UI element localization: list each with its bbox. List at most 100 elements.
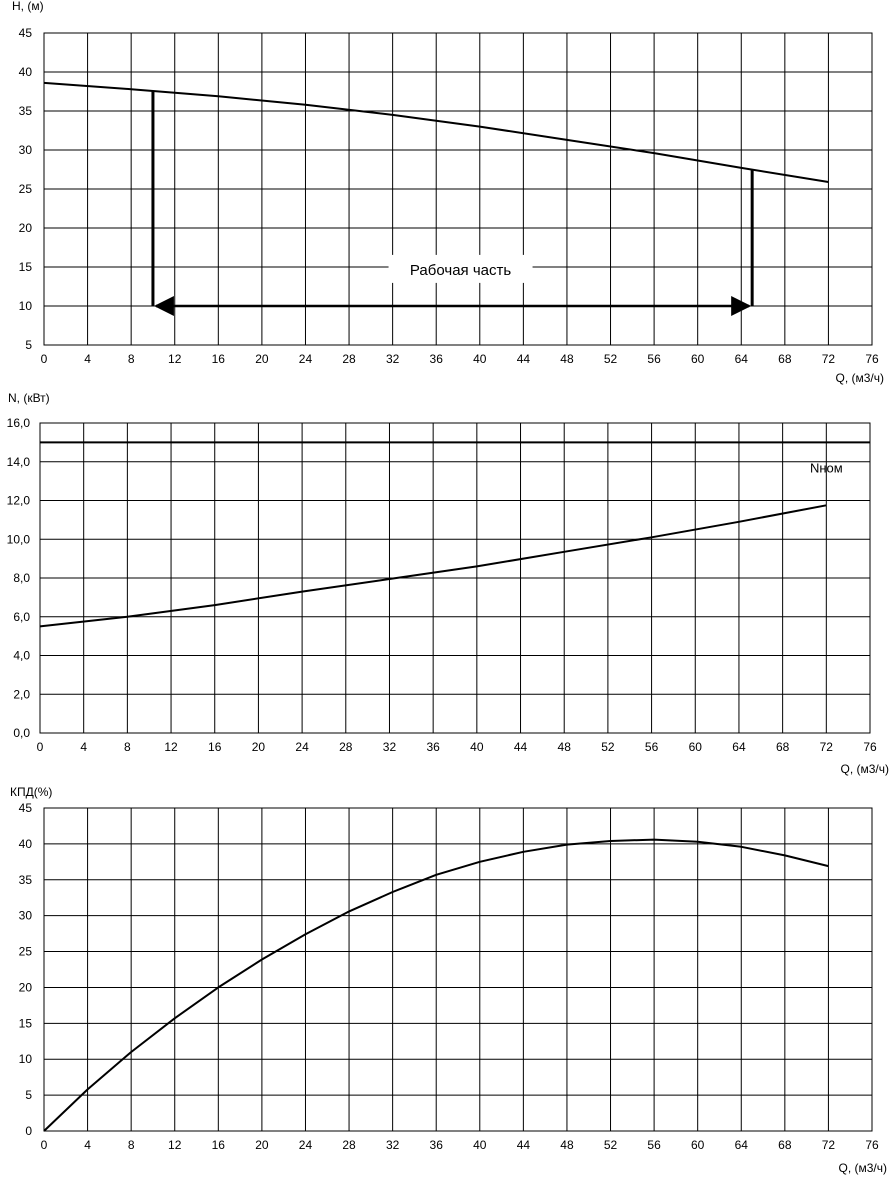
y-tick-label: 2,0 bbox=[13, 687, 30, 701]
x-tick-label: 12 bbox=[164, 740, 178, 754]
x-tick-label: 76 bbox=[865, 352, 879, 366]
y-tick-label: 45 bbox=[19, 801, 33, 815]
x-tick-label: 40 bbox=[473, 1138, 487, 1152]
y-tick-label: 4,0 bbox=[13, 649, 30, 663]
plot-frame bbox=[43, 32, 873, 346]
x-tick-label: 16 bbox=[212, 1138, 226, 1152]
x-tick-label: 12 bbox=[168, 1138, 182, 1152]
y-tick-label: 5 bbox=[25, 1088, 32, 1102]
x-tick-label: 60 bbox=[691, 352, 705, 366]
y-tick-label: 35 bbox=[19, 104, 33, 118]
plot-frame bbox=[43, 807, 873, 1132]
x-tick-label: 0 bbox=[41, 352, 48, 366]
working-range-label: Рабочая часть bbox=[410, 262, 511, 279]
x-tick-label: 8 bbox=[124, 740, 131, 754]
x-tick-label: 4 bbox=[84, 1138, 91, 1152]
y-tick-label: 15 bbox=[19, 260, 33, 274]
y-tick-label: 10,0 bbox=[7, 532, 31, 546]
x-tick-label: 48 bbox=[558, 740, 572, 754]
y-tick-label: 25 bbox=[19, 182, 33, 196]
x-tick-label: 52 bbox=[604, 352, 618, 366]
x-tick-label: 56 bbox=[647, 1138, 661, 1152]
y-axis-title: H, (м) bbox=[12, 0, 44, 13]
x-tick-label: 8 bbox=[128, 352, 135, 366]
x-tick-label: 24 bbox=[295, 740, 309, 754]
y-tick-label: 20 bbox=[19, 221, 33, 235]
x-axis-title: Q, (м3/ч) bbox=[840, 762, 889, 776]
chart-panel-3: 0 4 8 12 16 20 24 28 32 36 40 44 48 52 56 60 64 68 72 76051… bbox=[10, 785, 887, 1175]
x-tick-label: 68 bbox=[776, 740, 790, 754]
y-tick-label: 5 bbox=[25, 338, 32, 352]
x-tick-label: 0 bbox=[37, 740, 44, 754]
x-tick-label: 52 bbox=[604, 1138, 618, 1152]
series-line bbox=[39, 504, 827, 628]
x-tick-label: 4 bbox=[84, 352, 91, 366]
x-tick-label: 16 bbox=[208, 740, 222, 754]
x-tick-label: 28 bbox=[342, 1138, 356, 1152]
nominal-power-label: Nном bbox=[810, 460, 843, 475]
y-tick-label: 6,0 bbox=[13, 610, 30, 624]
x-tick-label: 32 bbox=[383, 740, 397, 754]
y-tick-label: 0,0 bbox=[13, 726, 30, 740]
x-tick-label: 60 bbox=[691, 1138, 705, 1152]
x-tick-label: 64 bbox=[735, 352, 749, 366]
plot-frame bbox=[39, 422, 871, 734]
y-tick-label: 12,0 bbox=[7, 494, 31, 508]
series-line bbox=[43, 81, 829, 183]
x-tick-label: 68 bbox=[778, 352, 792, 366]
y-tick-label: 40 bbox=[19, 837, 33, 851]
x-tick-label: 36 bbox=[426, 740, 440, 754]
y-tick-label: 14,0 bbox=[7, 455, 31, 469]
x-tick-label: 48 bbox=[560, 1138, 574, 1152]
x-tick-label: 56 bbox=[647, 352, 661, 366]
x-tick-label: 16 bbox=[212, 352, 226, 366]
chart-panel-2: 0 4 8 12 16 20 24 28 32 36 40 44 48 52 56 60 64 68 72 760,0… bbox=[7, 391, 889, 776]
x-tick-label: 40 bbox=[470, 740, 484, 754]
x-tick-label: 32 bbox=[386, 352, 400, 366]
y-tick-label: 10 bbox=[19, 1052, 33, 1066]
x-axis-title: Q, (м3/ч) bbox=[838, 1161, 887, 1175]
x-tick-label: 44 bbox=[517, 352, 531, 366]
x-tick-label: 72 bbox=[820, 740, 834, 754]
y-tick-label: 25 bbox=[19, 945, 33, 959]
x-tick-label: 20 bbox=[255, 352, 269, 366]
y-tick-label: 0 bbox=[25, 1124, 32, 1138]
x-tick-label: 20 bbox=[255, 1138, 269, 1152]
y-tick-label: 45 bbox=[19, 26, 33, 40]
y-tick-label: 20 bbox=[19, 980, 33, 994]
x-tick-label: 24 bbox=[299, 1138, 313, 1152]
x-tick-label: 36 bbox=[430, 352, 444, 366]
x-axis-title: Q, (м3/ч) bbox=[835, 371, 884, 385]
y-axis-title: КПД(%) bbox=[10, 785, 52, 799]
y-tick-label: 10 bbox=[19, 299, 33, 313]
y-axis-title: N, (кВт) bbox=[8, 391, 50, 405]
x-tick-label: 0 bbox=[41, 1138, 48, 1152]
y-tick-label: 40 bbox=[19, 65, 33, 79]
x-tick-label: 56 bbox=[645, 740, 659, 754]
x-tick-label: 64 bbox=[735, 1138, 749, 1152]
x-tick-label: 72 bbox=[822, 352, 836, 366]
x-tick-label: 64 bbox=[732, 740, 746, 754]
x-tick-label: 48 bbox=[560, 352, 574, 366]
x-tick-label: 76 bbox=[865, 1138, 879, 1152]
x-tick-label: 24 bbox=[299, 352, 313, 366]
chart-panel-1: 0 4 8 12 16 20 24 28 32 36 40 44 48 52 56 60 64 68 72 76510… bbox=[12, 0, 884, 385]
x-tick-label: 12 bbox=[168, 352, 182, 366]
x-tick-label: 68 bbox=[778, 1138, 792, 1152]
x-tick-label: 28 bbox=[339, 740, 353, 754]
y-tick-label: 16,0 bbox=[7, 416, 31, 430]
x-tick-label: 32 bbox=[386, 1138, 400, 1152]
x-tick-label: 28 bbox=[342, 352, 356, 366]
x-tick-label: 36 bbox=[430, 1138, 444, 1152]
y-tick-label: 35 bbox=[19, 873, 33, 887]
y-tick-label: 30 bbox=[19, 143, 33, 157]
x-tick-label: 40 bbox=[473, 352, 487, 366]
y-tick-label: 15 bbox=[19, 1016, 33, 1030]
working-range-label-bg bbox=[388, 254, 533, 283]
x-tick-label: 8 bbox=[128, 1138, 135, 1152]
x-tick-label: 44 bbox=[517, 1138, 531, 1152]
x-tick-label: 52 bbox=[601, 740, 615, 754]
series-line bbox=[43, 838, 829, 1132]
